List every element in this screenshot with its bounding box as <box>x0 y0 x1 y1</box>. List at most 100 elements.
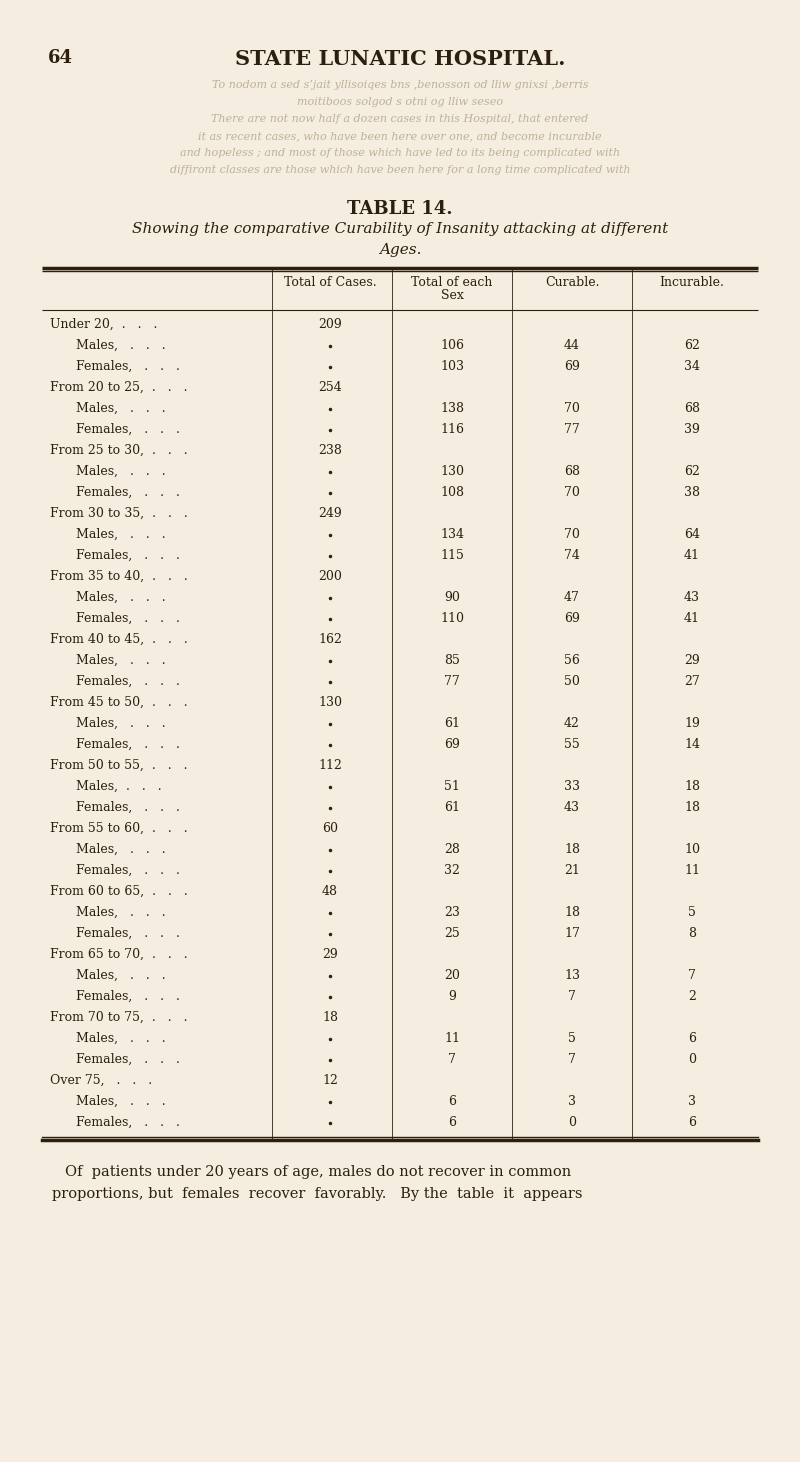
Text: 6: 6 <box>688 1116 696 1129</box>
Text: 20: 20 <box>444 969 460 982</box>
Text: proportions, but  females  recover  favorably.   By the  table  it  appears: proportions, but females recover favorab… <box>52 1187 582 1200</box>
Text: 77: 77 <box>444 675 460 689</box>
Text: Females,   .   .   .: Females, . . . <box>60 990 180 1003</box>
Text: 70: 70 <box>564 485 580 499</box>
Text: 64: 64 <box>48 50 73 67</box>
Text: 33: 33 <box>564 781 580 792</box>
Text: Sex: Sex <box>441 289 463 303</box>
Text: 56: 56 <box>564 654 580 667</box>
Text: 69: 69 <box>564 360 580 373</box>
Text: Showing the comparative Curability of Insanity attacking at different: Showing the comparative Curability of In… <box>132 222 668 235</box>
Text: 115: 115 <box>440 550 464 561</box>
Text: 69: 69 <box>564 613 580 624</box>
Text: 34: 34 <box>684 360 700 373</box>
Text: 249: 249 <box>318 507 342 520</box>
Text: and hopeless ; and most of those which have led to its being complicated with: and hopeless ; and most of those which h… <box>180 148 620 158</box>
Text: 108: 108 <box>440 485 464 499</box>
Text: Males,   .   .   .: Males, . . . <box>60 969 166 982</box>
Text: 18: 18 <box>684 781 700 792</box>
Text: 11: 11 <box>684 864 700 877</box>
Text: 61: 61 <box>444 801 460 814</box>
Text: From 35 to 40,  .   .   .: From 35 to 40, . . . <box>50 570 188 583</box>
Text: 12: 12 <box>322 1075 338 1088</box>
Text: 55: 55 <box>564 738 580 751</box>
Text: 112: 112 <box>318 759 342 772</box>
Text: 0: 0 <box>688 1053 696 1066</box>
Text: Females,   .   .   .: Females, . . . <box>60 1116 180 1129</box>
Text: 27: 27 <box>684 675 700 689</box>
Text: Males,   .   .   .: Males, . . . <box>60 465 166 478</box>
Text: 68: 68 <box>564 465 580 478</box>
Text: There are not now half a dozen cases in this Hospital, that entered: There are not now half a dozen cases in … <box>211 114 589 124</box>
Text: Males,   .   .   .: Males, . . . <box>60 844 166 855</box>
Text: 254: 254 <box>318 382 342 393</box>
Text: 138: 138 <box>440 402 464 415</box>
Text: 238: 238 <box>318 444 342 458</box>
Text: 116: 116 <box>440 423 464 436</box>
Text: Males,   .   .   .: Males, . . . <box>60 1032 166 1045</box>
Text: From 20 to 25,  .   .   .: From 20 to 25, . . . <box>50 382 187 393</box>
Text: Females,   .   .   .: Females, . . . <box>60 927 180 940</box>
Text: Males,   .   .   .: Males, . . . <box>60 654 166 667</box>
Text: STATE LUNATIC HOSPITAL.: STATE LUNATIC HOSPITAL. <box>234 50 566 69</box>
Text: 13: 13 <box>564 969 580 982</box>
Text: 62: 62 <box>684 465 700 478</box>
Text: Females,   .   .   .: Females, . . . <box>60 613 180 624</box>
Text: Females,   .   .   .: Females, . . . <box>60 864 180 877</box>
Text: 7: 7 <box>568 1053 576 1066</box>
Text: 43: 43 <box>564 801 580 814</box>
Text: 23: 23 <box>444 906 460 920</box>
Text: Under 20,  .   .   .: Under 20, . . . <box>50 319 158 330</box>
Text: Males,   .   .   .: Males, . . . <box>60 339 166 352</box>
Text: Females,   .   .   .: Females, . . . <box>60 675 180 689</box>
Text: 14: 14 <box>684 738 700 751</box>
Text: Males,   .   .   .: Males, . . . <box>60 591 166 604</box>
Text: From 40 to 45,  .   .   .: From 40 to 45, . . . <box>50 633 188 646</box>
Text: 69: 69 <box>444 738 460 751</box>
Text: To nodom a sed s’jait yllisoiqes bns ,benosson od lliw gnixsi ,berris: To nodom a sed s’jait yllisoiqes bns ,be… <box>212 80 588 91</box>
Text: Over 75,   .   .   .: Over 75, . . . <box>50 1075 152 1088</box>
Text: 51: 51 <box>444 781 460 792</box>
Text: 42: 42 <box>564 716 580 730</box>
Text: 41: 41 <box>684 613 700 624</box>
Text: Females,   .   .   .: Females, . . . <box>60 423 180 436</box>
Text: 6: 6 <box>448 1095 456 1108</box>
Text: 38: 38 <box>684 485 700 499</box>
Text: TABLE 14.: TABLE 14. <box>347 200 453 218</box>
Text: 0: 0 <box>568 1116 576 1129</box>
Text: 21: 21 <box>564 864 580 877</box>
Text: 7: 7 <box>568 990 576 1003</box>
Text: Males,   .   .   .: Males, . . . <box>60 1095 166 1108</box>
Text: Males,   .   .   .: Males, . . . <box>60 402 166 415</box>
Text: 29: 29 <box>684 654 700 667</box>
Text: 68: 68 <box>684 402 700 415</box>
Text: Curable.: Curable. <box>545 276 599 289</box>
Text: 7: 7 <box>448 1053 456 1066</box>
Text: From 30 to 35,  .   .   .: From 30 to 35, . . . <box>50 507 188 520</box>
Text: 9: 9 <box>448 990 456 1003</box>
Text: 5: 5 <box>568 1032 576 1045</box>
Text: 44: 44 <box>564 339 580 352</box>
Text: 110: 110 <box>440 613 464 624</box>
Text: From 55 to 60,  .   .   .: From 55 to 60, . . . <box>50 822 188 835</box>
Text: 162: 162 <box>318 633 342 646</box>
Text: 70: 70 <box>564 402 580 415</box>
Text: 7: 7 <box>688 969 696 982</box>
Text: From 50 to 55,  .   .   .: From 50 to 55, . . . <box>50 759 187 772</box>
Text: Of  patients under 20 years of age, males do not recover in common: Of patients under 20 years of age, males… <box>65 1165 571 1178</box>
Text: 8: 8 <box>688 927 696 940</box>
Text: 25: 25 <box>444 927 460 940</box>
Text: 209: 209 <box>318 319 342 330</box>
Text: 60: 60 <box>322 822 338 835</box>
Text: 64: 64 <box>684 528 700 541</box>
Text: 5: 5 <box>688 906 696 920</box>
Text: 130: 130 <box>440 465 464 478</box>
Text: 6: 6 <box>688 1032 696 1045</box>
Text: Total of Cases.: Total of Cases. <box>284 276 376 289</box>
Text: 134: 134 <box>440 528 464 541</box>
Text: 43: 43 <box>684 591 700 604</box>
Text: 10: 10 <box>684 844 700 855</box>
Text: 18: 18 <box>322 1012 338 1023</box>
Text: moitiboos solgod s otni og lliw seseo: moitiboos solgod s otni og lliw seseo <box>297 96 503 107</box>
Text: From 65 to 70,  .   .   .: From 65 to 70, . . . <box>50 947 188 961</box>
